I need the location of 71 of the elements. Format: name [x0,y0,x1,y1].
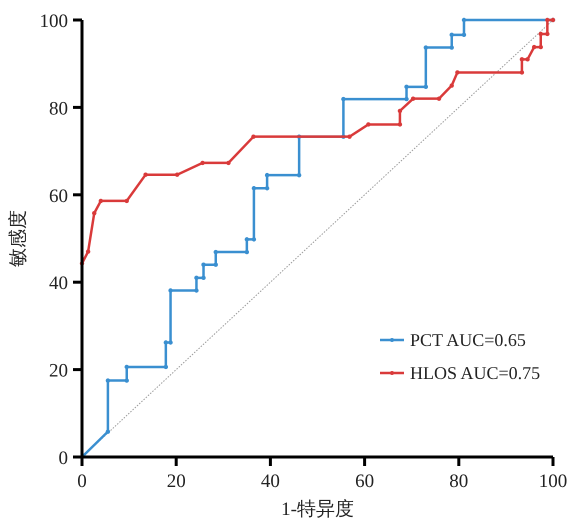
point [124,378,129,383]
point [174,172,180,177]
point [520,57,524,62]
point [201,262,206,267]
point [251,134,256,139]
y-tick-label: 0 [58,448,68,469]
point [252,186,256,190]
point [124,198,129,204]
point [124,364,129,370]
point [296,172,302,178]
point [194,288,199,293]
y-tick-label: 100 [40,11,68,32]
point [164,364,168,370]
point [347,134,352,139]
point [164,340,168,345]
point [404,96,409,102]
point [244,237,250,242]
point [520,70,524,75]
x-tick-label: 60 [355,471,374,492]
point [450,83,454,88]
x-axis-title: 1-特异度 [281,498,354,520]
point [545,32,550,36]
x-tick-label: 80 [449,471,468,492]
point [214,262,218,267]
legend-label: HLOS AUC=0.75 [410,363,540,383]
point [92,210,96,216]
point [264,172,270,178]
point [168,340,173,345]
point [366,122,371,127]
point [98,198,104,204]
point [525,57,530,62]
y-tick-label: 20 [49,360,68,382]
point [450,45,454,50]
y-tick-label: 80 [49,98,68,120]
point [410,96,416,101]
point [436,96,442,101]
x-tick-label: 0 [77,471,87,492]
point [462,32,466,38]
x-tick-label: 100 [538,471,568,492]
point [545,18,550,22]
point [450,32,454,38]
point [201,276,206,280]
point [143,172,148,177]
point [200,160,205,166]
point [532,44,536,50]
point [341,96,346,102]
y-tick-label: 40 [49,273,68,294]
point [194,276,199,280]
point [244,250,250,254]
point [214,250,218,254]
y-axis-title: 敏感度 [7,210,29,267]
x-tick-label: 40 [260,471,280,492]
point [538,32,543,36]
point [264,186,270,190]
point [106,378,110,383]
point [455,70,460,75]
point [462,18,466,22]
point [398,122,402,127]
y-tick-label: 60 [49,186,68,207]
point [404,84,409,90]
point [226,160,231,166]
legend-label: PCT AUC=0.65 [410,330,526,350]
point [424,84,428,90]
point [424,45,428,50]
point [398,108,402,114]
point [86,249,90,254]
point [252,237,256,242]
point [168,288,173,293]
point [106,429,110,434]
point [538,44,543,50]
x-tick-label: 20 [166,471,186,492]
